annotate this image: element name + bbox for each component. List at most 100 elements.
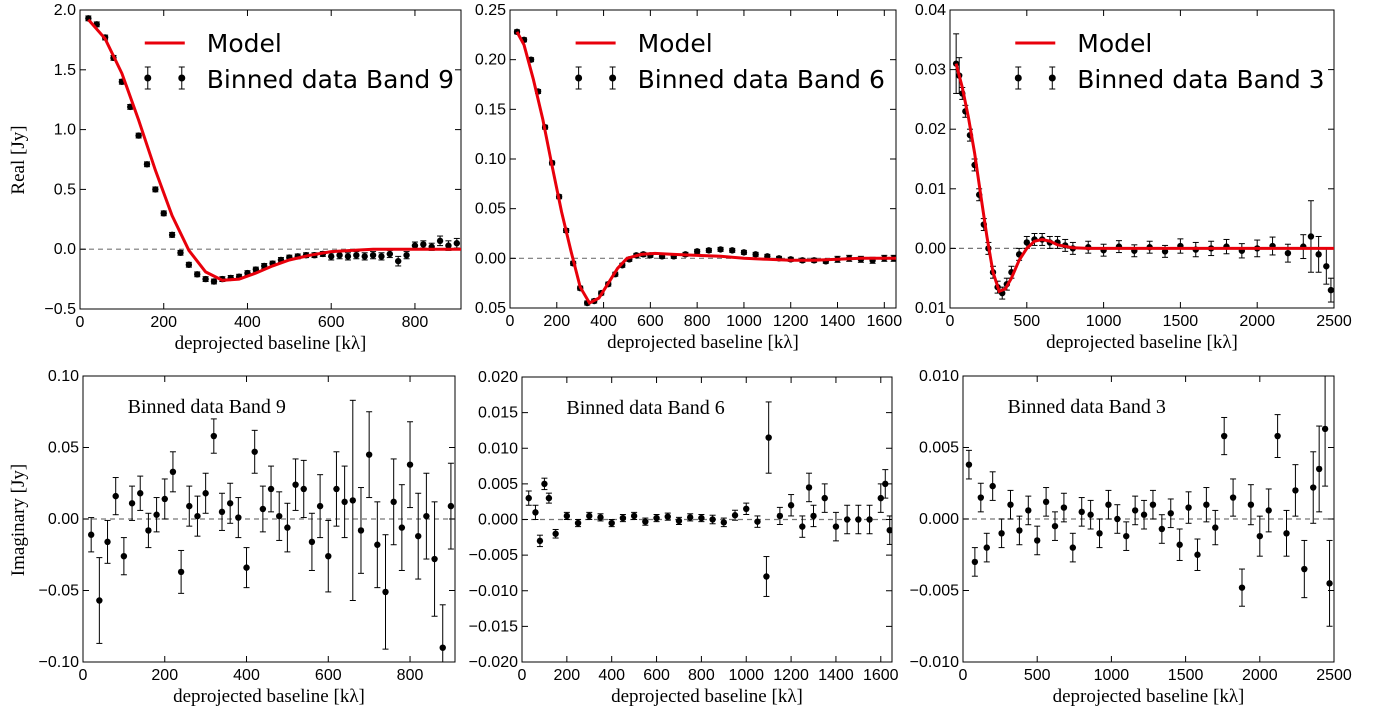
x-tick-label: 1000	[726, 313, 762, 330]
data-marker	[675, 517, 683, 525]
data-point	[619, 514, 627, 523]
x-tick-label: 2000	[1242, 667, 1278, 684]
x-tick-label: 600	[637, 313, 664, 330]
data-marker	[365, 451, 373, 458]
data-point	[1323, 247, 1330, 285]
data-marker	[344, 253, 352, 260]
y-tick-label: −0.005	[910, 583, 959, 600]
data-point	[202, 472, 209, 514]
legend-data-marker	[575, 74, 583, 82]
x-tick-label: 200	[150, 314, 177, 331]
x-tick-label: 500	[1024, 667, 1051, 684]
y-tick-label: 0.01	[915, 300, 946, 317]
data-marker	[120, 552, 128, 560]
data-marker	[1238, 584, 1246, 591]
data-point	[341, 465, 348, 539]
data-marker	[382, 588, 389, 596]
data-point	[532, 504, 539, 520]
data-point	[316, 474, 324, 539]
chart-panel-imag-band9: 0 200 400 600 800 −0.10 −0.05 0.00 0.05 0.10 depro…	[39, 368, 456, 707]
data-marker	[1131, 507, 1139, 514]
data-point	[999, 286, 1006, 300]
x-tick-label: 1400	[818, 667, 854, 684]
y-tick-label: 0.05	[48, 440, 79, 457]
data-marker	[218, 508, 226, 516]
data-point	[1301, 539, 1308, 599]
data-marker	[1078, 508, 1085, 516]
x-tick-label: 0	[76, 314, 85, 331]
data-point	[720, 517, 728, 528]
data-point	[1149, 489, 1157, 520]
data-point	[866, 504, 873, 535]
data-marker	[693, 248, 701, 255]
x-tick-label: 200	[543, 313, 570, 330]
data-marker	[720, 519, 728, 526]
data-point	[563, 511, 571, 520]
data-point	[1176, 528, 1183, 561]
data-point	[161, 478, 168, 520]
data-marker	[729, 247, 736, 254]
data-marker	[112, 492, 119, 500]
data-point	[675, 516, 683, 525]
data-point	[292, 458, 299, 511]
data-point	[152, 186, 159, 193]
data-point	[1100, 243, 1107, 257]
data-point	[1016, 515, 1023, 546]
data-point	[1238, 243, 1246, 259]
data-marker	[210, 432, 218, 440]
y-tick-label: 0.000	[478, 512, 518, 529]
data-point	[361, 252, 368, 261]
data-marker	[341, 498, 348, 506]
legend-data-label: Binned data Band 3	[1077, 65, 1324, 94]
data-point	[1238, 568, 1246, 607]
data-marker	[1283, 530, 1290, 537]
data-point	[378, 252, 385, 261]
data-marker	[586, 512, 593, 520]
data-marker	[1212, 524, 1219, 531]
x-tick-label: 600	[643, 667, 670, 684]
data-marker	[686, 514, 694, 521]
y-tick-label: 0.5	[54, 181, 76, 198]
data-point	[536, 534, 544, 548]
data-point	[436, 235, 444, 247]
data-point	[1177, 238, 1184, 254]
data-point	[1123, 521, 1130, 551]
data-marker	[128, 500, 136, 507]
x-tick-label: 1200	[773, 313, 809, 330]
data-point	[137, 475, 144, 511]
data-point	[686, 513, 694, 522]
data-marker	[276, 512, 283, 520]
data-marker	[374, 541, 381, 548]
data-point	[1327, 277, 1334, 303]
chart-panel-real-band3: 0 500 1000 1500 2000 2500 0.01 0.00 0.01 0.02 0.03…	[915, 2, 1352, 353]
data-marker	[821, 494, 828, 502]
y-tick-label: 0.005	[919, 440, 959, 457]
data-point	[983, 532, 990, 563]
data-marker	[104, 538, 111, 546]
data-point	[353, 251, 360, 260]
data-point	[1220, 416, 1228, 456]
chart-panel-imag-band6: 0 200 400 600 800 1000 1200 1400 1600 −0.020 −0.01…	[469, 369, 899, 707]
data-marker	[1158, 525, 1166, 533]
data-marker	[292, 481, 299, 488]
data-point	[1158, 514, 1166, 544]
data-marker	[267, 485, 275, 493]
data-marker	[361, 253, 368, 260]
panel-annotation: Binned data Band 9	[128, 396, 286, 418]
data-point	[882, 469, 889, 499]
y-tick-label: 0.00	[915, 240, 946, 257]
data-marker	[398, 524, 406, 531]
y-tick-label: 0.10	[48, 368, 79, 385]
data-marker	[1321, 425, 1329, 433]
data-marker	[1203, 501, 1210, 508]
x-tick-label: 800	[688, 667, 715, 684]
data-point	[1185, 491, 1192, 524]
data-point	[218, 492, 226, 531]
x-tick-label: 800	[684, 313, 711, 330]
plot-area	[965, 376, 1333, 627]
data-marker	[1326, 580, 1333, 587]
y-tick-label: 0.10	[475, 151, 506, 168]
data-point	[243, 547, 250, 589]
x-tick-label: 200	[151, 667, 178, 684]
data-marker	[300, 485, 307, 493]
